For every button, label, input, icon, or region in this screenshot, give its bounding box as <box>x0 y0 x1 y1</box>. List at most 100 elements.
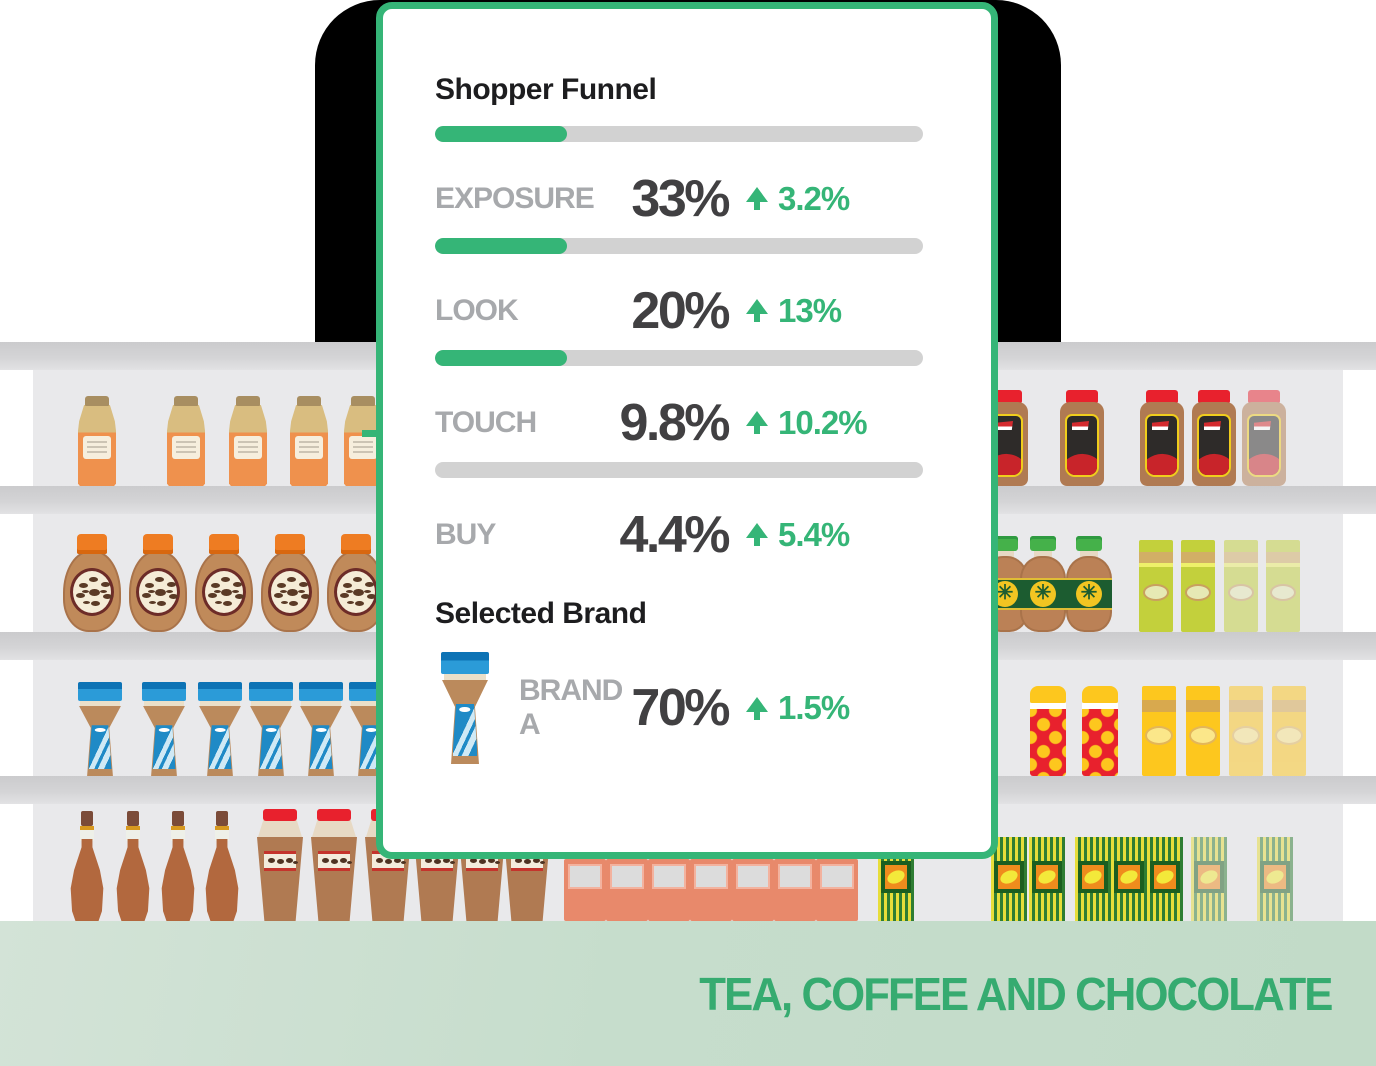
slim-bottle-body <box>161 839 195 921</box>
hourglass-jar-band <box>251 700 291 707</box>
orange-bottle-cap <box>236 396 260 406</box>
up-arrow-icon <box>746 696 768 720</box>
lemon-box-sq <box>994 861 1024 893</box>
orange-bottle-cap <box>297 396 321 406</box>
product-salmon-box <box>648 859 690 921</box>
brand-share-value: 70% <box>631 679 730 737</box>
sauce-bottle-band <box>1020 578 1066 610</box>
coffee-jar-label <box>452 703 478 757</box>
up-arrow-icon <box>746 187 768 210</box>
yellow-carton-oval <box>1232 726 1260 745</box>
brown-jar-lab <box>1065 414 1099 477</box>
product-orange-bottle <box>75 396 119 486</box>
funnel-list: EXPOSURE 33% 3.2% LOOK 20% 13% TOUCH 9.8% 10.2% B… <box>435 126 923 574</box>
sauce-bottle-neck <box>996 550 1014 559</box>
product-hourglass-jar <box>196 682 244 776</box>
product-hourglass-jar <box>297 682 345 776</box>
funnel-stage-change: 3.2% <box>778 179 850 217</box>
bean-jar-ring <box>136 568 180 616</box>
product-slim-bottle <box>70 811 104 921</box>
product-sauce-bottle: ✳ <box>1066 536 1112 632</box>
shopper-funnel-card: Shopper Funnel EXPOSURE 33% 3.2% LOOK 20% 13%… <box>376 2 998 859</box>
product-yellow-carton <box>1272 686 1306 776</box>
funnel-metric-row: TOUCH 9.8% 10.2% <box>435 383 923 462</box>
polka-tin-band <box>1030 703 1066 709</box>
slim-bottle-cap <box>172 811 184 826</box>
product-slim-bottle <box>205 811 239 921</box>
hourglass-jar-band <box>200 700 240 707</box>
hourglass-jar-lab <box>309 725 333 770</box>
product-orange-bottle <box>341 396 385 486</box>
product-lemon-box <box>1075 837 1111 921</box>
product-slim-bottle <box>116 811 150 921</box>
product-redcap-jar <box>256 809 304 921</box>
product-bean-jar <box>261 534 319 632</box>
brown-jar-cap <box>990 390 1022 403</box>
up-arrow-icon <box>746 411 768 434</box>
funnel-stage-change: 13% <box>778 291 842 329</box>
coffee-jar-icon <box>439 652 491 764</box>
green-carton-b2 <box>1224 563 1258 567</box>
product-bean-jar <box>129 534 187 632</box>
product-salmon-box <box>732 859 774 921</box>
funnel-progress-fill <box>435 350 567 366</box>
product-green-carton <box>1139 540 1173 632</box>
selected-brand-heading: Selected Brand <box>435 597 647 630</box>
hourglass-jar-lab <box>152 725 176 770</box>
funnel-stage-touch: TOUCH 9.8% 10.2% <box>435 350 923 462</box>
up-arrow-icon <box>746 299 768 322</box>
lemon-box-sq <box>1114 861 1144 893</box>
green-carton-oval <box>1228 584 1254 601</box>
product-salmon-box <box>606 859 648 921</box>
green-carton-oval <box>1185 584 1211 601</box>
green-carton-b1 <box>1266 552 1300 563</box>
product-green-carton <box>1224 540 1258 632</box>
slim-bottle-neck <box>126 830 140 841</box>
polka-tin-body <box>1082 709 1118 776</box>
bean-jar-ring <box>268 568 312 616</box>
funnel-progress-bar <box>435 350 923 366</box>
hourglass-jar-cap <box>197 682 243 701</box>
product-salmon-box <box>690 859 732 921</box>
product-bean-jar <box>327 534 385 632</box>
sauce-bottle-neck <box>1034 550 1052 559</box>
green-carton-b1 <box>1139 552 1173 563</box>
product-lemon-box <box>1257 837 1293 921</box>
redcap-jar-body <box>311 837 357 921</box>
polka-tin-body <box>1030 709 1066 776</box>
product-orange-bottle <box>226 396 270 486</box>
polka-tin-cap <box>1082 686 1118 703</box>
brown-jar-lab <box>1197 414 1231 477</box>
bean-jar-cap <box>143 534 173 554</box>
bean-jar-ring <box>334 568 378 616</box>
product-salmon-box <box>564 859 606 921</box>
redcap-jar-cap <box>317 809 351 821</box>
product-brown-jar <box>1192 390 1236 486</box>
salmon-box-lab <box>652 864 686 889</box>
slim-bottle-body <box>205 839 239 921</box>
orange-bottle-label <box>234 436 262 459</box>
funnel-stage-value: 33% <box>631 169 730 228</box>
green-carton-oval <box>1143 584 1169 601</box>
brown-jar-cap <box>1248 390 1280 403</box>
sauce-bottle-band <box>1066 578 1112 610</box>
product-bean-jar <box>195 534 253 632</box>
redcap-jar-band <box>317 851 351 871</box>
category-banner-label: TEA, COFFEE AND CHOCOLATE <box>699 967 1334 1020</box>
redcap-jar-band <box>263 851 297 871</box>
product-hourglass-jar <box>140 682 188 776</box>
product-yellow-carton <box>1142 686 1176 776</box>
yellow-carton-b1 <box>1186 700 1220 712</box>
sauce-bottle-star: ✳ <box>1034 582 1052 604</box>
lemon-box-sq <box>1150 861 1180 893</box>
yellow-carton-b1 <box>1229 700 1263 712</box>
slim-bottle-gold <box>126 826 140 830</box>
selected-brand-row: BRAND A 70% 1.5% <box>435 648 923 768</box>
green-carton-oval <box>1270 584 1296 601</box>
polka-tin-band <box>1082 703 1118 709</box>
funnel-stage-change: 10.2% <box>778 403 868 441</box>
funnel-progress-bar <box>435 126 923 142</box>
product-brown-jar <box>1060 390 1104 486</box>
funnel-stage-label: TOUCH <box>435 405 537 439</box>
